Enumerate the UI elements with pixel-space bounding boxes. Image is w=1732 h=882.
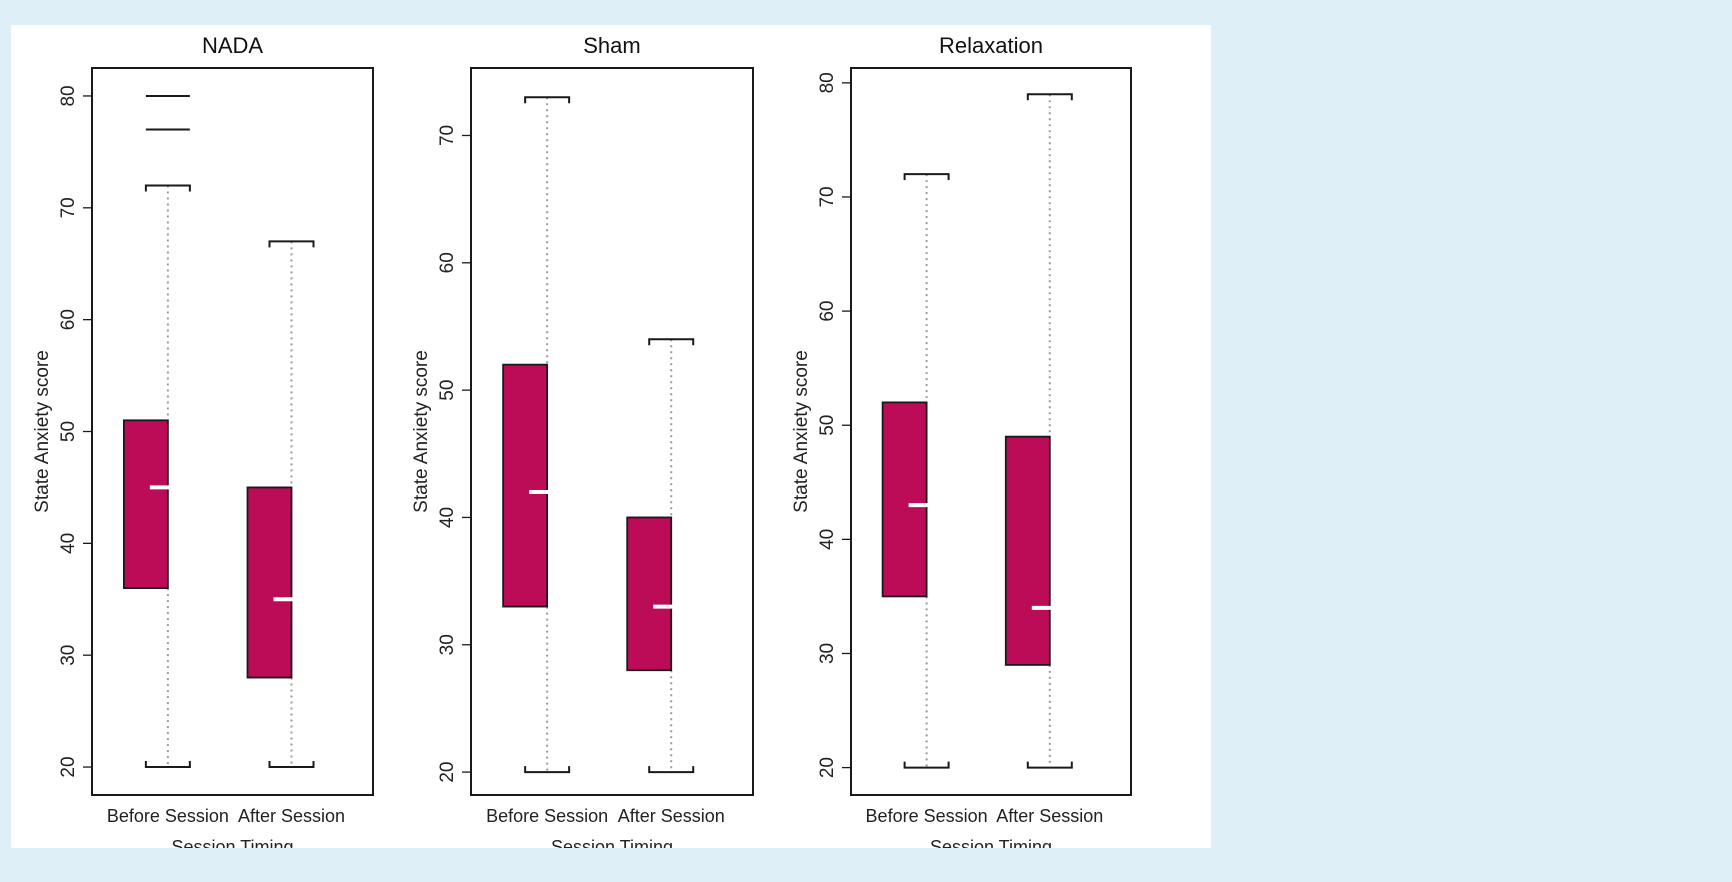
x-category-label: After Session	[238, 806, 345, 826]
y-tick-label: 60	[817, 301, 838, 322]
iqr-box	[246, 486, 293, 679]
panel-title: Relaxation	[939, 33, 1043, 58]
upper-cap	[268, 240, 315, 248]
panel-title: NADA	[202, 33, 263, 58]
x-category-label: Before Session	[486, 806, 608, 826]
y-tick-label: 70	[58, 197, 79, 218]
iqr-box	[122, 419, 169, 589]
y-tick-label: 80	[58, 85, 79, 106]
y-tick-label: 50	[817, 415, 838, 436]
y-tick-label: 40	[58, 533, 79, 554]
y-tick-label: 60	[58, 309, 79, 330]
y-tick-label: 30	[58, 645, 79, 666]
plot-frame	[470, 67, 754, 796]
y-tick-label: 50	[58, 421, 79, 442]
box-after-session	[1004, 93, 1073, 769]
chart-panel-relaxation: Relaxation 20 30 40 50 60 70 80 State Anxiety sc…	[791, 33, 1132, 848]
box-before-session	[122, 94, 191, 769]
y-axis-label: State Anxiety score	[411, 350, 432, 513]
figure-panel: NADA 20 30 40 50 60 70 80 State Anxiety score Bef…	[11, 25, 1211, 848]
chart-panel-sham: Sham 20 30 40 50 60 70 State Anxiety score Befor…	[411, 33, 754, 848]
iqr-box	[881, 401, 928, 598]
y-tick-label: 20	[817, 757, 838, 778]
upper-cap	[524, 96, 571, 104]
x-category-label: After Session	[618, 806, 725, 826]
y-tick-label: 30	[437, 634, 458, 655]
y-axis-label: State Anxiety score	[32, 350, 53, 513]
x-category-label: Before Session	[107, 806, 229, 826]
y-axis-label: State Anxiety score	[791, 350, 812, 513]
iqr-box	[626, 516, 673, 672]
box-before-session	[881, 173, 950, 769]
y-tick-label: 20	[58, 756, 79, 777]
y-tick-label: 70	[437, 125, 458, 146]
y-tick-label: 40	[817, 529, 838, 550]
panel-title: Sham	[583, 33, 640, 58]
x-category-label: Before Session	[866, 806, 988, 826]
y-tick-label: 70	[817, 186, 838, 207]
upper-cap	[144, 184, 191, 192]
upper-cap	[648, 338, 695, 346]
iqr-box	[502, 363, 549, 608]
y-tick-label: 20	[437, 762, 458, 783]
y-tick-label: 80	[817, 72, 838, 93]
plot-frame	[850, 67, 1132, 796]
lower-cap	[144, 761, 191, 769]
y-tick-label: 30	[817, 643, 838, 664]
x-category-label: After Session	[996, 806, 1103, 826]
boxplot-figure: NADA 20 30 40 50 60 70 80 State Anxiety score Bef…	[32, 33, 1132, 848]
iqr-box	[1004, 435, 1051, 666]
y-tick-label: 50	[437, 380, 458, 401]
box-before-session	[502, 96, 571, 774]
lower-cap	[268, 761, 315, 769]
x-axis-title: Session Timing	[930, 837, 1052, 848]
lower-cap	[524, 766, 571, 774]
upper-cap	[1026, 93, 1073, 101]
upper-cap	[903, 173, 950, 181]
lower-cap	[648, 766, 695, 774]
y-tick-label: 60	[437, 252, 458, 273]
box-after-session	[626, 338, 695, 774]
lower-cap	[903, 761, 950, 769]
box-after-session	[246, 240, 315, 769]
lower-cap	[1026, 761, 1073, 769]
x-axis-title: Session Timing	[171, 837, 293, 848]
plot-frame	[91, 67, 374, 796]
chart-panel-nada: NADA 20 30 40 50 60 70 80 State Anxiety score Bef…	[32, 33, 374, 848]
y-tick-label: 40	[437, 507, 458, 528]
x-axis-title: Session Timing	[551, 837, 673, 848]
